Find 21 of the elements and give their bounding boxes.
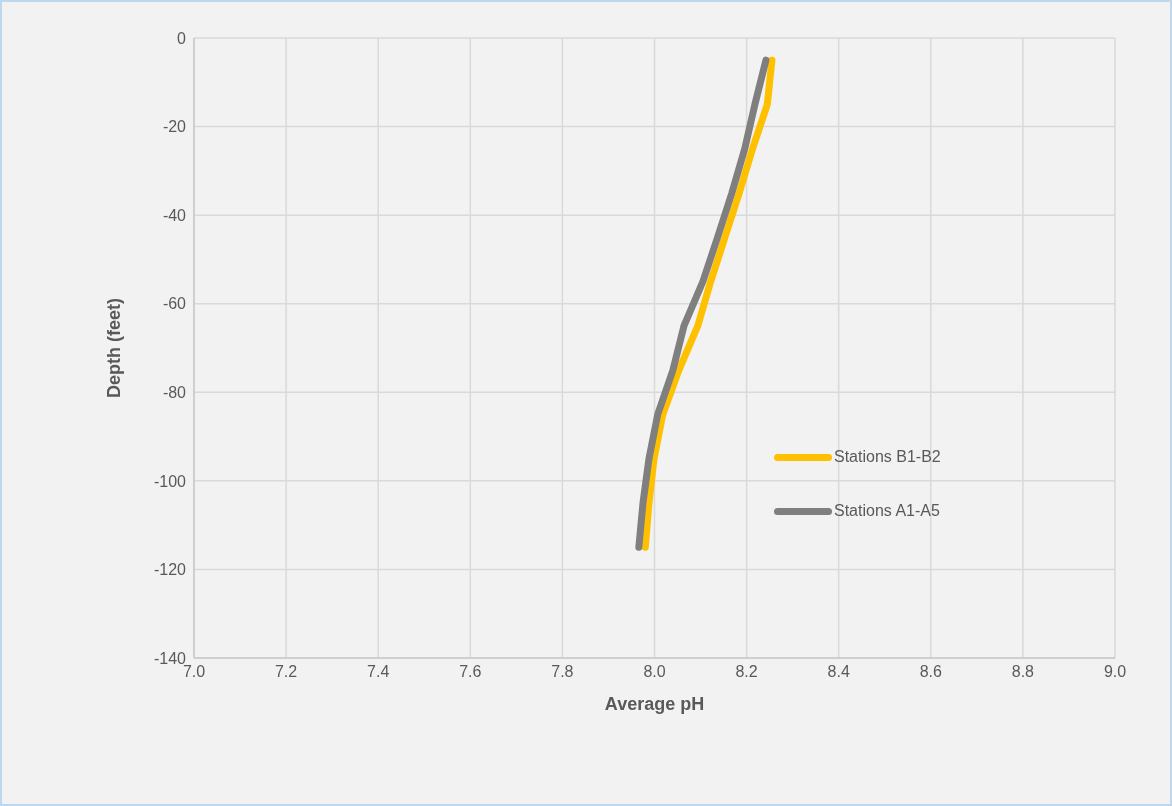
y-tick-label: -40 — [162, 206, 187, 224]
legend-label: Stations B1-B2 — [834, 448, 941, 466]
y-tick-label: -20 — [162, 118, 187, 136]
x-tick-label: 7.6 — [459, 663, 482, 681]
x-tick-label: 8.6 — [919, 663, 943, 681]
x-tick-label: 8.2 — [735, 663, 758, 681]
legend-label: Stations A1-A5 — [834, 502, 940, 520]
y-tick-label: -60 — [162, 295, 187, 313]
x-tick-label: 7.8 — [551, 663, 574, 681]
x-axis-title: Average pH — [604, 694, 705, 714]
x-tick-label: 7.2 — [274, 663, 298, 681]
y-tick-label: -100 — [153, 472, 187, 490]
x-tick-label: 8.8 — [1011, 663, 1035, 681]
y-tick-label: 0 — [177, 29, 187, 47]
y-tick-label: -80 — [162, 383, 187, 401]
x-tick-label: 8.0 — [643, 663, 666, 681]
y-axis-title: Depth (feet) — [104, 298, 125, 398]
x-tick-label: 8.4 — [827, 663, 850, 681]
x-tick-label: 9.0 — [1103, 663, 1127, 681]
y-tick-label: -120 — [153, 561, 187, 579]
x-tick-label: 7.4 — [367, 663, 390, 681]
